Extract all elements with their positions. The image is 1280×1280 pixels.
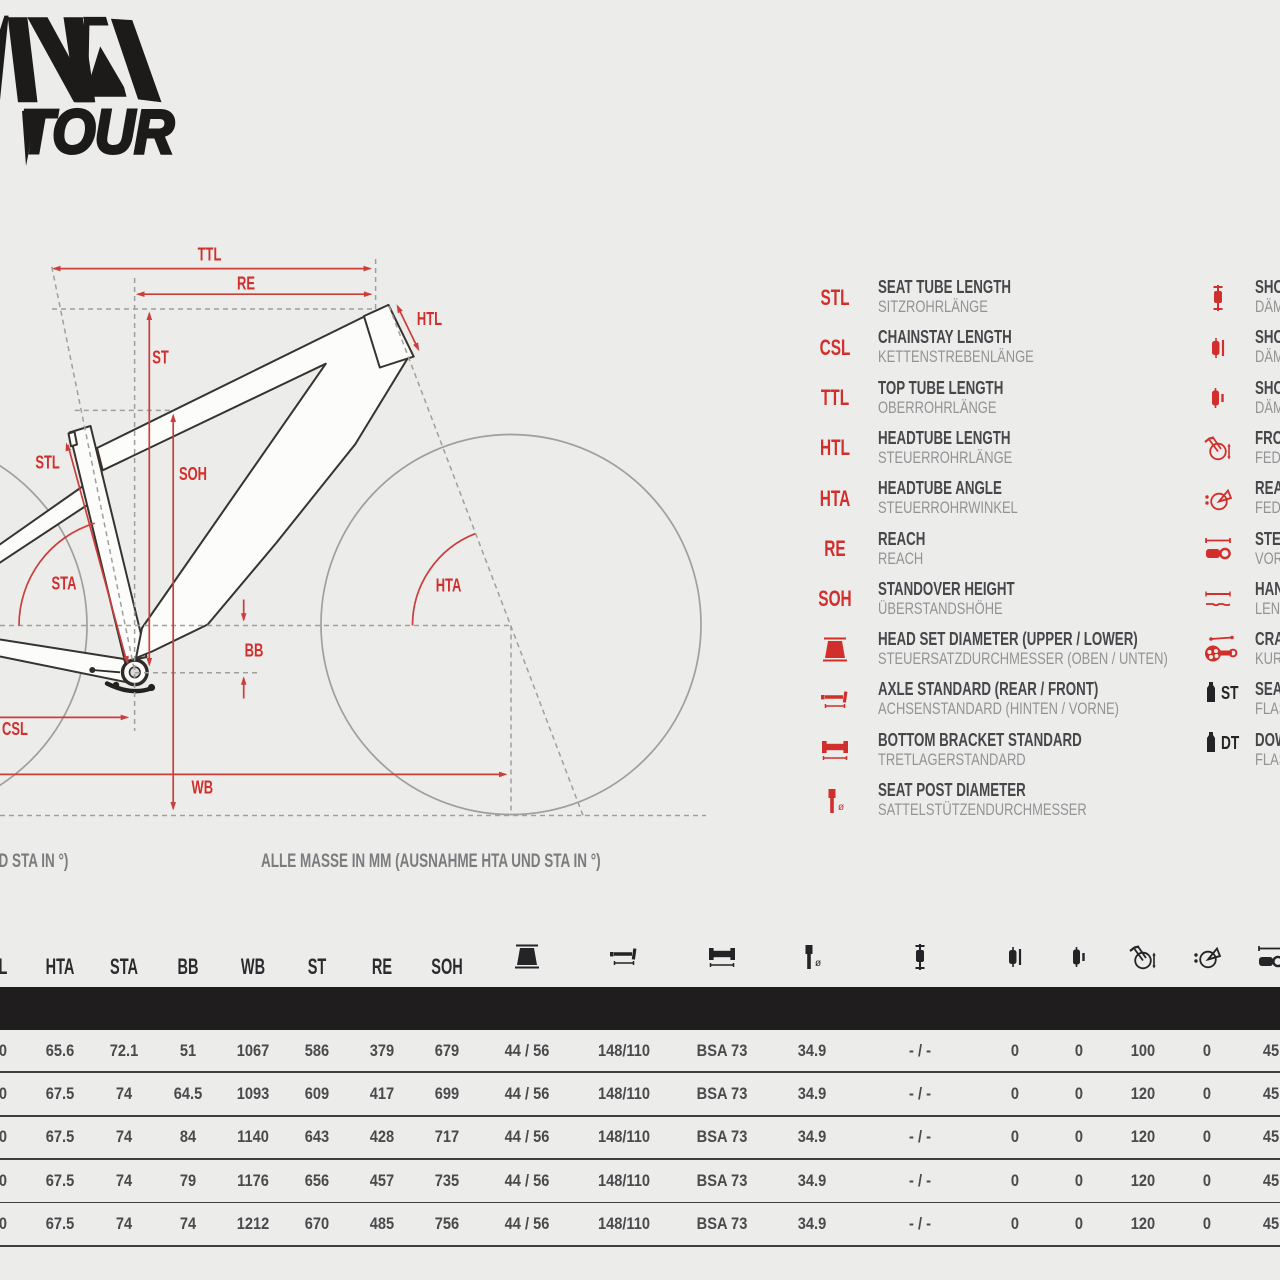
svg-text:RE: RE [237, 275, 255, 295]
svg-text:BB: BB [245, 641, 264, 661]
svg-text:SOH: SOH [179, 465, 207, 485]
svg-text:TTL: TTL [198, 246, 222, 266]
svg-text:STA: STA [52, 575, 77, 595]
svg-text:CSL: CSL [2, 720, 28, 740]
svg-text:ø: ø [838, 802, 844, 813]
svg-text:WB: WB [192, 779, 214, 799]
svg-text:ST: ST [152, 349, 169, 369]
svg-text:STL: STL [35, 454, 60, 474]
svg-text:TOUR: TOUR [20, 98, 175, 166]
svg-text:ø: ø [815, 958, 821, 969]
svg-text:HTL: HTL [417, 310, 442, 330]
svg-text:HTA: HTA [436, 577, 462, 597]
